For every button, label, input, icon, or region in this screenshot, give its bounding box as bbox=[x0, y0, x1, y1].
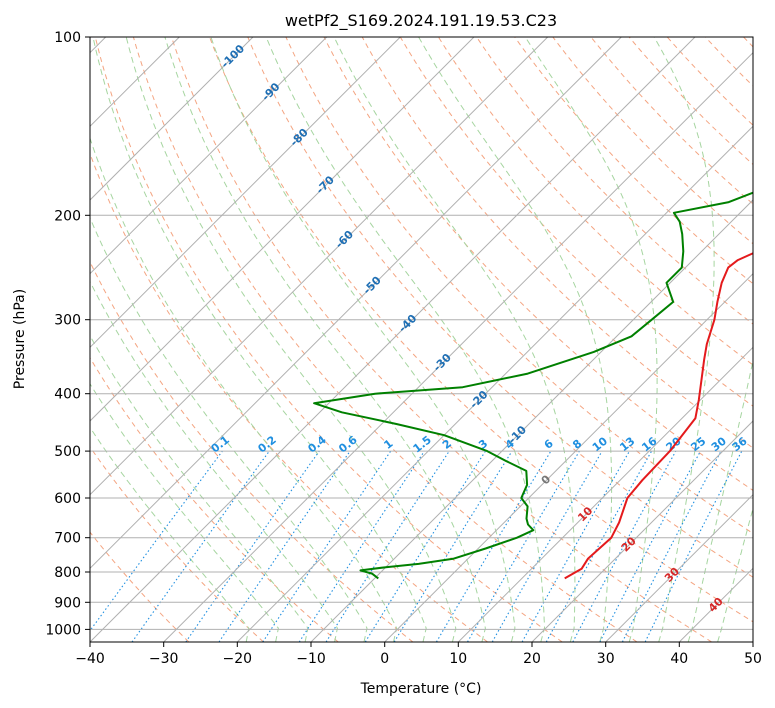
moist-adiabat bbox=[524, 37, 658, 642]
x-tick-label: −10 bbox=[296, 651, 326, 667]
dry-adiabat bbox=[247, 37, 753, 578]
y-tick-label: 400 bbox=[54, 387, 81, 403]
isotherm-line bbox=[605, 493, 753, 642]
y-tick-label: 600 bbox=[54, 491, 81, 507]
x-tick-label: 50 bbox=[744, 651, 762, 667]
moist-adiabat bbox=[265, 37, 545, 642]
plot-frame bbox=[89, 36, 754, 643]
isotherm-line bbox=[384, 272, 753, 642]
mixing-ratio-line bbox=[218, 450, 351, 642]
moist-adiabat bbox=[653, 37, 715, 642]
moist-adiabat bbox=[90, 280, 338, 642]
x-tick-label: −20 bbox=[223, 651, 253, 667]
moist-adiabat bbox=[92, 37, 427, 642]
mixing-ratio-line bbox=[90, 450, 223, 632]
y-tick-label: 800 bbox=[54, 565, 81, 581]
isotherm-line bbox=[531, 420, 753, 642]
dry-adiabat bbox=[437, 37, 753, 366]
isotherm-line bbox=[90, 37, 475, 422]
mixing-ratio-line bbox=[262, 450, 392, 642]
moist-adiabat bbox=[90, 136, 398, 642]
mixing-ratio-line bbox=[131, 450, 270, 642]
moist-adiabat bbox=[418, 37, 613, 642]
y-tick-label: 200 bbox=[54, 208, 81, 224]
moist-adiabat bbox=[90, 216, 368, 642]
dewpoint-line bbox=[313, 191, 753, 580]
mixing-ratio-line bbox=[572, 450, 677, 642]
mixing-ratio-line bbox=[393, 450, 513, 642]
x-tick-label: 10 bbox=[449, 651, 467, 667]
dry-adiabat bbox=[285, 37, 753, 535]
moist-adiabat bbox=[687, 358, 753, 642]
moist-adiabat bbox=[210, 37, 516, 642]
moist-adiabat bbox=[90, 382, 279, 642]
dry-adiabat bbox=[399, 37, 753, 407]
dry-adiabat bbox=[90, 531, 190, 642]
dry-adiabat bbox=[94, 37, 563, 642]
y-axis: 100 200 300 400 500 600 700 800 900 1000 bbox=[45, 30, 90, 638]
x-axis: −40 −30 −20 −10 0 10 20 30 40 50 bbox=[75, 642, 762, 667]
background-lines bbox=[90, 37, 753, 642]
y-tick-label: 700 bbox=[54, 531, 81, 547]
mixing-ratio-line bbox=[325, 450, 450, 642]
moist-adiabat bbox=[90, 426, 250, 642]
x-tick-label: 20 bbox=[523, 651, 541, 667]
y-axis-title: Pressure (hPa) bbox=[12, 289, 28, 389]
isotherm-line bbox=[90, 37, 622, 570]
isotherm-line bbox=[457, 346, 753, 642]
dry-adiabat bbox=[209, 37, 753, 623]
isotherm-line bbox=[90, 37, 254, 201]
isotherm-line bbox=[90, 37, 696, 642]
mixing-ratio-line bbox=[298, 450, 425, 642]
mixing-ratio-line bbox=[185, 450, 320, 642]
x-tick-label: 40 bbox=[670, 651, 688, 667]
x-tick-label: −30 bbox=[149, 651, 179, 667]
chart-title: wetPf2_S169.2024.191.19.53.C23 bbox=[285, 11, 557, 31]
grid-lines bbox=[90, 37, 753, 642]
isotherm-line bbox=[90, 37, 401, 349]
moist-adiabat bbox=[90, 334, 309, 642]
x-tick-label: 30 bbox=[597, 651, 615, 667]
y-tick-label: 900 bbox=[54, 595, 81, 611]
y-tick-label: 1000 bbox=[45, 622, 81, 638]
dry-adiabat bbox=[323, 37, 753, 491]
moist-adiabat bbox=[125, 37, 457, 642]
x-tick-label: −40 bbox=[75, 651, 105, 667]
temperature-line bbox=[564, 252, 753, 580]
x-tick-label: 0 bbox=[380, 651, 389, 667]
mixing-ratio-line bbox=[545, 450, 653, 642]
mixing-ratio-line bbox=[521, 450, 630, 642]
isotherm-line bbox=[163, 51, 753, 642]
dry-adiabat bbox=[132, 37, 638, 642]
x-axis-title: Temperature (°C) bbox=[360, 681, 482, 697]
profile-lines bbox=[313, 191, 753, 580]
y-tick-label: 300 bbox=[54, 313, 81, 329]
y-tick-label: 500 bbox=[54, 444, 81, 460]
isotherm-line bbox=[90, 37, 328, 275]
mixing-ratio-line bbox=[644, 450, 743, 642]
isotherm-line bbox=[236, 125, 753, 642]
isotherm-line bbox=[310, 199, 753, 642]
y-tick-label: 100 bbox=[54, 30, 81, 46]
dry-adiabat bbox=[90, 356, 339, 642]
dry-adiabat bbox=[90, 260, 414, 642]
isotherm-line bbox=[90, 37, 549, 496]
